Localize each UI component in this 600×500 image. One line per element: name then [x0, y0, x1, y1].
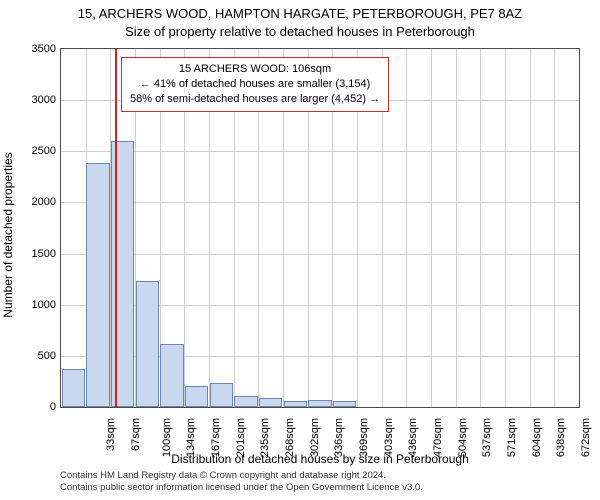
y-tick-label: 2000	[6, 196, 56, 208]
gridline-v	[431, 49, 432, 407]
x-tick-label: 369sqm	[358, 418, 370, 457]
annotation-line-3: 58% of semi-detached houses are larger (…	[130, 92, 380, 107]
y-tick-label: 1000	[6, 299, 56, 311]
plot-area: 15 ARCHERS WOOD: 106sqm← 41% of detached…	[60, 48, 580, 408]
x-tick-label: 504sqm	[457, 418, 469, 457]
footer-attribution: Contains HM Land Registry data © Crown c…	[60, 470, 423, 495]
histogram-bar	[62, 369, 85, 407]
histogram-bar	[234, 396, 257, 407]
x-tick-label: 571sqm	[506, 418, 518, 457]
gridline-v	[530, 49, 531, 407]
y-tick-label: 3500	[6, 43, 56, 55]
y-tick-label: 2500	[6, 145, 56, 157]
y-tick-label: 0	[6, 401, 56, 413]
gridline-h	[61, 254, 579, 255]
x-tick-label: 134sqm	[185, 418, 197, 457]
gridline-h	[61, 202, 579, 203]
footer-line-2: Contains public sector information licen…	[60, 482, 423, 494]
x-tick-label: 201sqm	[235, 418, 247, 457]
x-tick-label: 436sqm	[407, 418, 419, 457]
gridline-v	[406, 49, 407, 407]
x-tick-label: 604sqm	[531, 418, 543, 457]
gridline-v	[505, 49, 506, 407]
gridline-v	[480, 49, 481, 407]
annotation-line-2: ← 41% of detached houses are smaller (3,…	[130, 77, 380, 92]
histogram-bar	[259, 398, 282, 407]
footer-line-1: Contains HM Land Registry data © Crown c…	[60, 470, 423, 482]
y-tick-label: 3000	[6, 94, 56, 106]
x-tick-label: 537sqm	[481, 418, 493, 457]
histogram-bar	[185, 386, 208, 407]
x-tick-label: 302sqm	[309, 418, 321, 457]
x-tick-label: 167sqm	[210, 418, 222, 457]
x-tick-label: 336sqm	[333, 418, 345, 457]
y-axis-label: Number of detached properties	[1, 152, 15, 317]
histogram-bar	[136, 281, 159, 407]
y-tick-label: 500	[6, 350, 56, 362]
title-line-2: Size of property relative to detached ho…	[0, 24, 600, 39]
gridline-h	[61, 151, 579, 152]
x-tick-label: 67sqm	[130, 418, 142, 451]
x-tick-label: 33sqm	[105, 418, 117, 451]
x-tick-label: 672sqm	[580, 418, 592, 457]
title-line-1: 15, ARCHERS WOOD, HAMPTON HARGATE, PETER…	[0, 6, 600, 21]
histogram-bar	[284, 401, 307, 407]
histogram-bar	[160, 344, 183, 407]
y-tick-label: 1500	[6, 248, 56, 260]
gridline-v	[456, 49, 457, 407]
property-marker-line	[115, 49, 117, 407]
histogram-bar	[210, 383, 233, 407]
x-tick-label: 100sqm	[161, 418, 173, 457]
x-tick-label: 268sqm	[284, 418, 296, 457]
gridline-v	[554, 49, 555, 407]
histogram-bar	[86, 163, 109, 407]
chart-container: 15, ARCHERS WOOD, HAMPTON HARGATE, PETER…	[0, 0, 600, 500]
x-tick-label: 235sqm	[259, 418, 271, 457]
histogram-bar	[333, 401, 356, 407]
property-annotation: 15 ARCHERS WOOD: 106sqm← 41% of detached…	[121, 57, 389, 112]
x-tick-label: 470sqm	[432, 418, 444, 457]
x-tick-label: 638sqm	[555, 418, 567, 457]
x-tick-label: 403sqm	[383, 418, 395, 457]
histogram-bar	[308, 400, 331, 407]
annotation-line-1: 15 ARCHERS WOOD: 106sqm	[130, 62, 380, 77]
